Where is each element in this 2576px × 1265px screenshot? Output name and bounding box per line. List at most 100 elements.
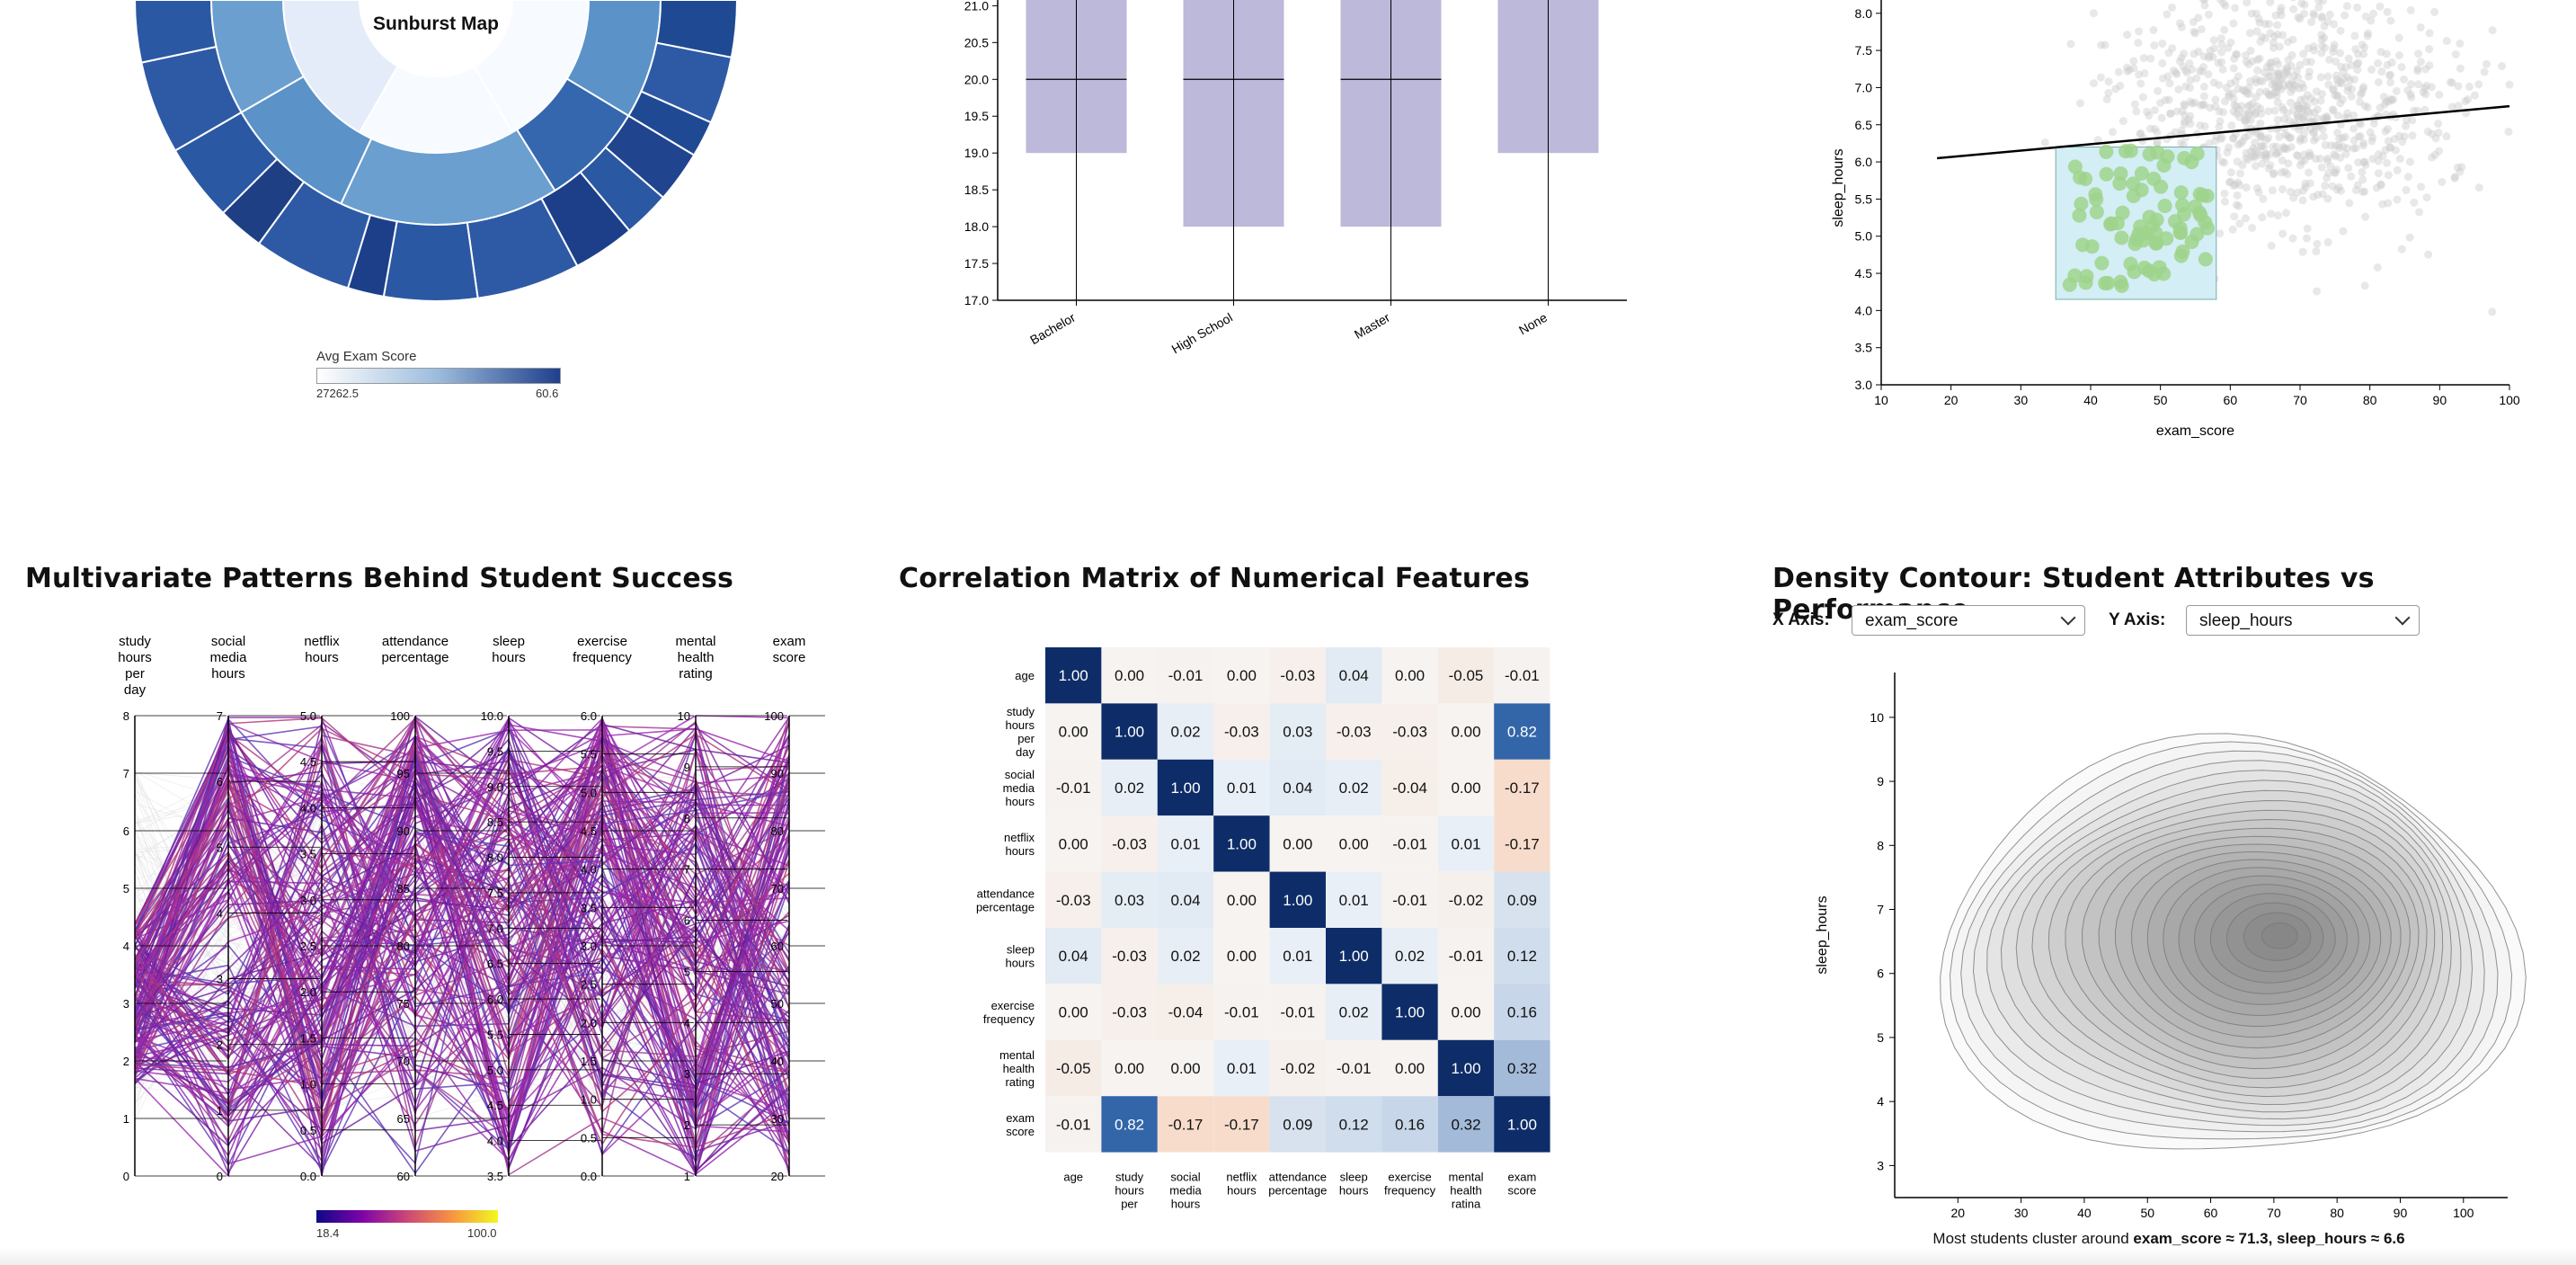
data-point (2341, 11, 2349, 20)
heatmap-cell (1045, 871, 1102, 928)
data-point (2223, 148, 2232, 157)
data-point (2252, 9, 2261, 18)
sunburst-chart[interactable] (0, 0, 863, 414)
data-point (2251, 162, 2260, 171)
data-point (2309, 42, 2318, 51)
data-point (2316, 96, 2325, 105)
scatter-chart[interactable]: 3.0 3.5 4.0 4.5 5.0 5.5 6.0 6.5 7.0 7.5 8.0 10 20 30 4… (1762, 0, 2576, 468)
heatmap-value: 1.00 (1507, 1116, 1537, 1133)
data-point (2447, 78, 2456, 87)
heatmap-value: 0.00 (1059, 835, 1088, 852)
data-point (2274, 59, 2283, 68)
data-point (2360, 281, 2369, 290)
data-point (2349, 144, 2358, 153)
data-point (2321, 182, 2330, 191)
data-point (2181, 82, 2190, 91)
data-point (2314, 191, 2323, 200)
correlation-heatmap[interactable]: 1.00 0.00 -0.01 0.00 -0.03 0.04 0.00 -0.05 -0.01… (899, 629, 1708, 1223)
heatmap-value: 0.32 (1451, 1116, 1480, 1133)
data-point (2225, 177, 2234, 186)
data-point (2310, 108, 2319, 117)
data-point (2298, 186, 2307, 195)
data-line (134, 732, 790, 1127)
data-point (2334, 141, 2343, 150)
data-point (2277, 85, 2286, 94)
heatmap-value: 0.04 (1283, 779, 1312, 797)
heatmap-value: 0.03 (1283, 724, 1312, 741)
data-point (2234, 178, 2243, 187)
y-tick-label: 4.0 (1855, 303, 1873, 317)
data-point (2268, 80, 2277, 89)
tick-label: 3 (123, 997, 129, 1011)
data-point (2180, 111, 2189, 120)
data-point (2386, 143, 2395, 152)
data-point (2384, 137, 2393, 146)
data-point (2258, 32, 2267, 41)
data-point (2210, 44, 2219, 53)
tick-label: 7 (123, 767, 129, 780)
tick-label: 60 (771, 940, 784, 953)
data-point (2376, 2, 2385, 11)
data-point (2179, 62, 2188, 71)
row-label: age (1015, 669, 1035, 682)
data-point (2135, 70, 2144, 79)
heatmap-cell (1494, 871, 1550, 928)
data-point (2258, 77, 2267, 86)
data-point (2383, 7, 2392, 16)
data-point (2212, 132, 2221, 141)
heatmap-cell (1213, 928, 1270, 984)
y-tick-label: 6.0 (1855, 155, 1873, 169)
row-label: percentage (976, 900, 1035, 913)
data-point (2206, 47, 2215, 56)
x-axis-select[interactable]: exam_score (1852, 605, 2085, 636)
data-point (2337, 79, 2346, 88)
tick-label: 95 (397, 767, 410, 780)
data-point (2358, 88, 2367, 97)
data-point (2357, 120, 2366, 129)
chevron-down-icon (2394, 610, 2411, 626)
heatmap-cell (1045, 928, 1102, 984)
heatmap-value: 1.00 (1395, 1004, 1425, 1021)
heatmap-value: -0.17 (1224, 1116, 1259, 1133)
data-point (2272, 88, 2281, 97)
heatmap-cell (1437, 1096, 1495, 1153)
tick-label: 2 (684, 1118, 690, 1132)
column-label: study (1115, 1171, 1144, 1184)
data-point (2307, 18, 2316, 27)
heatmap-value: -0.03 (1392, 724, 1427, 741)
axis-label: hours (118, 650, 152, 665)
data-point (2235, 219, 2244, 228)
tick-label: 4.0 (581, 863, 597, 877)
data-point (2145, 111, 2154, 120)
data-point (2360, 187, 2369, 196)
data-point (2312, 87, 2321, 96)
data-point (2275, 70, 2284, 79)
tick-label: 4 (217, 906, 223, 920)
data-line (134, 727, 790, 1113)
heatmap-value: 0.00 (1283, 835, 1312, 852)
data-point (2254, 188, 2263, 197)
data-point (2265, 91, 2274, 100)
heatmap-cell (1269, 871, 1326, 928)
data-point (2384, 125, 2393, 134)
data-point (2235, 112, 2244, 121)
data-point (2199, 82, 2208, 91)
axis-label: exam (773, 634, 806, 649)
x-tick-label: High School (1169, 310, 1235, 357)
y-axis-select[interactable]: sleep_hours (2186, 605, 2420, 636)
data-point (2323, 237, 2332, 246)
data-point (2278, 31, 2287, 40)
heatmap-cell (1157, 647, 1214, 704)
parallel-coordinates-chart[interactable]: studyhoursperdaysocialmediahoursnetflixh… (0, 629, 863, 1259)
data-point (2332, 92, 2341, 101)
axis-label: hours (211, 666, 245, 681)
data-point (2298, 114, 2307, 123)
data-point (2253, 66, 2262, 75)
data-point (2351, 185, 2360, 194)
data-point (2267, 67, 2276, 76)
boxplot-panel: 17.0 17.5 18.0 18.5 19.0 19.5 20.0 20.5 21.0 Bach… (881, 0, 1708, 414)
data-point (2274, 78, 2283, 87)
data-point (2272, 92, 2281, 101)
data-line (134, 749, 790, 1030)
heatmap-cell (1381, 1096, 1438, 1153)
